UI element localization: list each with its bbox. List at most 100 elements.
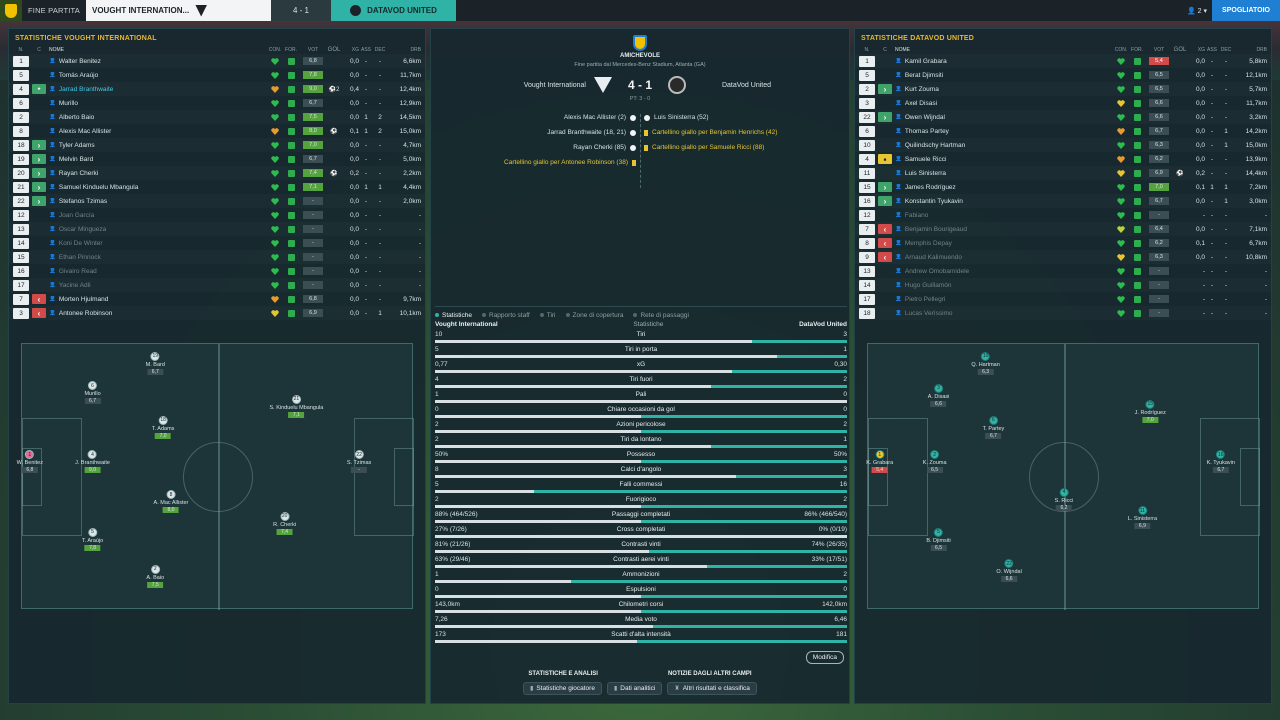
player-name[interactable]: 👤 Samuel Kinduelu Mbangula (49, 184, 267, 191)
column-header[interactable]: C (37, 46, 41, 53)
table-row[interactable]: 2 👤 Alberto Baio 7,5 0,0 1 2 14,5km (9, 110, 425, 124)
other-results-button[interactable]: ♜ Altri risultati e classifica (667, 682, 757, 695)
table-row[interactable]: 15 👤 Ethan Pinnock -0,0- - - (9, 250, 425, 264)
player-name[interactable]: 👤 Walter Benitez (49, 58, 267, 65)
table-row[interactable]: 2 › 👤 Kurt Zouma 6,5 0,0- -5,7km (855, 82, 1271, 96)
pitch-player[interactable]: 11 L. Sinisterra 6,9 (1128, 506, 1157, 530)
player-name[interactable]: 👤 Andrew Omobamidele (895, 268, 1113, 275)
user-count[interactable]: 👤 2 ▾ (1187, 7, 1208, 15)
pitch-player[interactable]: 19 M. Bard 6,7 (146, 351, 165, 375)
table-row[interactable]: 18 👤 Lucas Veríssimo - - - - - (855, 306, 1271, 320)
column-header[interactable]: XG (351, 46, 359, 53)
table-row[interactable]: 13 👤 Óscar Mingueza -0,0- - - (9, 222, 425, 236)
pitch-player[interactable]: 5 T. Araújo 7,8 (82, 527, 103, 551)
player-name[interactable]: 👤 Benjamin Bourigeaud (895, 226, 1113, 233)
table-row[interactable]: 7 ‹ 👤 Benjamin Bourigeaud 6,4 0,0- -7,1km (855, 222, 1271, 236)
pitch-player[interactable]: 4 S. Ricci 6,2 (1055, 487, 1073, 511)
pitch-player[interactable]: 6 T. Partey 6,7 (983, 415, 1004, 439)
pitch-player[interactable]: 16 K. Tyukavin 6,7 (1207, 450, 1235, 474)
table-row[interactable]: 6 👤 Thomas Partey 6,7 0,0- 1 14,2km (855, 124, 1271, 138)
pitch-player[interactable]: 8 A. Mac Allister 8,0 (154, 490, 188, 514)
pitch-player[interactable]: 15 J. Rodríguez 7,0 (1135, 399, 1166, 423)
column-header[interactable]: CON. (268, 46, 282, 53)
column-header[interactable]: FOR. (1131, 46, 1143, 53)
pitch-player[interactable]: 22 S. Tzimas - (347, 450, 371, 474)
player-name[interactable]: 👤 Alberto Baio (49, 114, 267, 121)
home-team-tab[interactable]: VOUGHT INTERNATION... (86, 0, 271, 21)
analytics-button[interactable]: ▮ Dati analitici (606, 682, 663, 695)
player-name[interactable]: 👤 Kamil Grabara (895, 58, 1113, 65)
player-name[interactable]: 👤 Jarrad Branthwaite (49, 86, 267, 93)
pitch-player[interactable]: 1 W. Benitez 6,8 (17, 450, 43, 474)
player-name[interactable]: 👤 Kurt Zouma (895, 86, 1113, 93)
edit-stats-button[interactable]: Modifica (805, 651, 844, 664)
table-row[interactable]: 12 👤 Joan García -0,0- - - (9, 208, 425, 222)
table-row[interactable]: 3 ‹ 👤 Antonee Robinson 6,9 0,0- 1 10,1km (9, 306, 425, 320)
player-name[interactable]: 👤 Joan García (49, 212, 267, 219)
pitch-player[interactable]: 3 A. Disasi 6,6 (928, 383, 949, 407)
pitch-player[interactable]: 2 K. Zouma 6,5 (923, 450, 947, 474)
table-row[interactable]: 1 👤 Kamil Grabara 5,4 0,0- -5,8km (855, 54, 1271, 68)
player-name[interactable]: 👤 Fabiano (895, 212, 1113, 219)
table-row[interactable]: 4 ★ 👤 Jarrad Branthwaite 9,0 ⚽2 0,4- -12,4km (9, 82, 425, 96)
table-row[interactable]: 20 › 👤 Rayan Cherki 7,4 ⚽ 0,2- -2,2km (9, 166, 425, 180)
table-row[interactable]: 17 👤 Pietro Pellegri - - - - - (855, 292, 1271, 306)
player-name[interactable]: 👤 Thomas Partey (895, 128, 1113, 135)
player-name[interactable]: 👤 Luis Sinisterra (895, 170, 1113, 177)
pitch-player[interactable]: 20 R. Cherki 7,4 (273, 511, 296, 535)
away-team-name[interactable]: DataVod United (721, 81, 772, 89)
table-row[interactable]: 7 ‹ 👤 Morten Hjulmand 6,8 0,0- -9,7km (9, 292, 425, 306)
table-row[interactable]: 5 👤 Tomás Araújo 7,8 0,0- -11,7km (9, 68, 425, 82)
column-header[interactable]: N. (18, 46, 24, 53)
column-header[interactable]: GOL (1173, 46, 1187, 53)
player-name[interactable]: 👤 Samuele Ricci (895, 156, 1113, 163)
table-row[interactable]: 11 👤 Luis Sinisterra 6,9 ⚽ 0,2- -14,4km (855, 166, 1271, 180)
column-header[interactable]: N. (864, 46, 870, 53)
column-header[interactable]: XG (1197, 46, 1205, 53)
column-header[interactable]: DRB (410, 46, 421, 53)
column-header[interactable]: CON. (1114, 46, 1128, 53)
pitch-player[interactable]: 10 Q. Hartman 6,3 (971, 351, 1000, 375)
tab-rete-di-passaggi[interactable]: Rete di passaggi (633, 312, 689, 319)
table-row[interactable]: 22 › 👤 Owen Wijndal 6,6 0,0- -3,2km (855, 110, 1271, 124)
column-header[interactable]: DEC (1220, 46, 1232, 53)
player-name[interactable]: 👤 Pietro Pellegri (895, 296, 1113, 303)
player-name[interactable]: 👤 Tomás Araújo (49, 72, 267, 79)
table-row[interactable]: 16 › 👤 Konstantin Tyukavin 6,7 0,0- 1 3,0km (855, 194, 1271, 208)
player-name[interactable]: 👤 Quilindschy Hartman (895, 142, 1113, 149)
player-name[interactable]: 👤 Melvin Bard (49, 156, 267, 163)
away-team-tab[interactable]: DATAVOD UNITED (331, 0, 456, 21)
table-row[interactable]: 6 👤 Murillo 6,7 0,0- -12,9km (9, 96, 425, 110)
player-name[interactable]: 👤 Morten Hjulmand (49, 296, 267, 303)
pitch-player[interactable]: 18 T. Adams 7,0 (152, 415, 174, 439)
tab-zone-di-copertura[interactable]: Zone di copertura (565, 312, 623, 319)
table-row[interactable]: 15 › 👤 James Rodríguez 7,0 0,1 1 1 7,2km (855, 180, 1271, 194)
column-header[interactable]: C (883, 46, 887, 53)
player-name[interactable]: 👤 Hugo Guillamón (895, 282, 1113, 289)
player-name[interactable]: 👤 Rayan Cherki (49, 170, 267, 177)
table-row[interactable]: 21 › 👤 Samuel Kinduelu Mbangula 7,1 0,0 1 1 4,4k… (9, 180, 425, 194)
player-name[interactable]: 👤 Tyler Adams (49, 142, 267, 149)
player-name[interactable]: 👤 Memphis Depay (895, 240, 1113, 247)
column-header[interactable]: ASS (360, 46, 371, 53)
column-header[interactable]: DEC (374, 46, 386, 53)
player-name[interactable]: 👤 Stefanos Tzimas (49, 198, 267, 205)
table-row[interactable]: 13 👤 Andrew Omobamidele - - - - - (855, 264, 1271, 278)
table-row[interactable]: 5 👤 Berat Djimsiti 6,5 0,0- -12,1km (855, 68, 1271, 82)
locker-room-button[interactable]: SPOGLIATOIO (1212, 0, 1280, 21)
table-row[interactable]: 18 › 👤 Tyler Adams 7,0 0,0- -4,7km (9, 138, 425, 152)
player-name[interactable]: 👤 Lucas Veríssimo (895, 310, 1113, 317)
table-row[interactable]: 4 ■ 👤 Samuele Ricci 6,2 0,0- -13,9km (855, 152, 1271, 166)
table-row[interactable]: 14 👤 Koni De Winter -0,0- - - (9, 236, 425, 250)
player-name[interactable]: 👤 Givairo Read (49, 268, 267, 275)
home-team-name[interactable]: Vought International (523, 81, 586, 89)
column-header[interactable]: DRB (1256, 46, 1267, 53)
pitch-player[interactable]: 6 Murillo 6,7 (84, 381, 101, 405)
table-row[interactable]: 14 👤 Hugo Guillamón - - - - - (855, 278, 1271, 292)
table-row[interactable]: 8 ‹ 👤 Memphis Depay 6,2 0,1- -6,7km (855, 236, 1271, 250)
table-row[interactable]: 19 › 👤 Melvin Bard 6,7 0,0- -5,0km (9, 152, 425, 166)
player-name[interactable]: 👤 Koni De Winter (49, 240, 267, 247)
table-row[interactable]: 22 › 👤 Stefanos Tzimas -0,0- -2,0km (9, 194, 425, 208)
player-name[interactable]: 👤 Antonee Robinson (49, 310, 267, 317)
column-header[interactable]: GOL (327, 46, 341, 53)
